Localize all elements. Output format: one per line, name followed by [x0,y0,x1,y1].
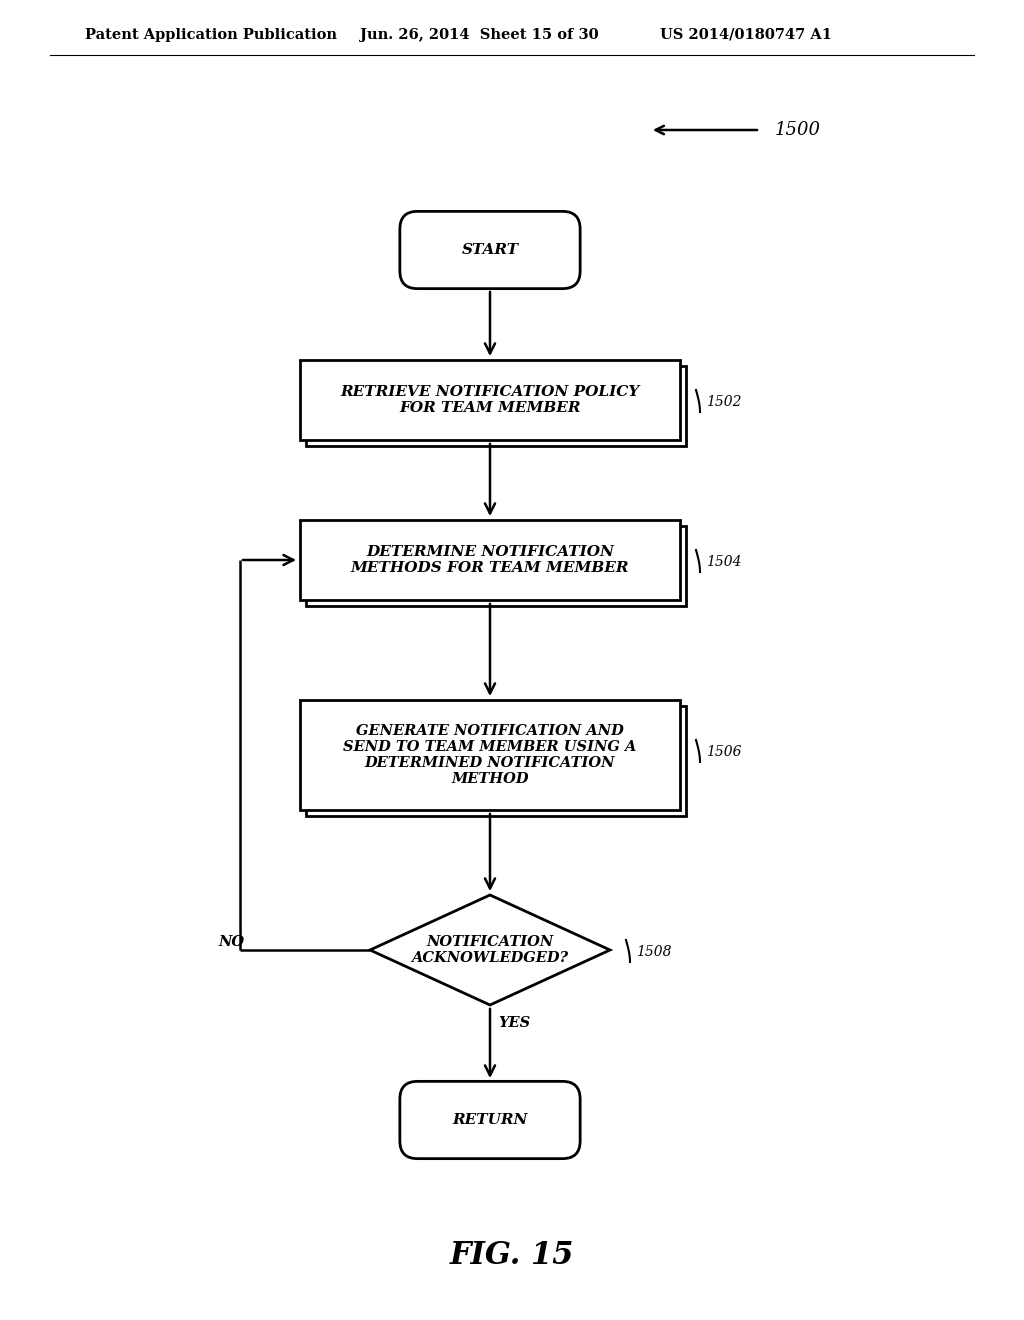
Bar [300,360,680,440]
Text: US 2014/0180747 A1: US 2014/0180747 A1 [660,28,831,42]
Bar [300,700,680,810]
Text: 1508: 1508 [636,945,672,960]
Bar [306,706,686,816]
Text: Jun. 26, 2014  Sheet 15 of 30: Jun. 26, 2014 Sheet 15 of 30 [360,28,599,42]
FancyBboxPatch shape [399,1081,581,1159]
Bar [306,525,686,606]
Text: DETERMINE NOTIFICATION
METHODS FOR TEAM MEMBER: DETERMINE NOTIFICATION METHODS FOR TEAM … [351,545,630,576]
Text: 1506: 1506 [706,744,741,759]
FancyBboxPatch shape [399,211,581,289]
Text: FIG. 15: FIG. 15 [450,1239,574,1270]
Text: 1500: 1500 [775,121,821,139]
Text: 1502: 1502 [706,395,741,409]
Text: NOTIFICATION
ACKNOWLEDGED?: NOTIFICATION ACKNOWLEDGED? [412,935,568,965]
Text: NO: NO [219,935,245,949]
Text: GENERATE NOTIFICATION AND
SEND TO TEAM MEMBER USING A
DETERMINED NOTIFICATION
ME: GENERATE NOTIFICATION AND SEND TO TEAM M… [343,723,637,787]
Text: YES: YES [498,1016,530,1030]
Text: 1504: 1504 [706,554,741,569]
Text: START: START [462,243,518,257]
Polygon shape [370,895,610,1005]
Bar [306,366,686,446]
Text: RETURN: RETURN [453,1113,527,1127]
Bar [300,520,680,601]
Text: RETRIEVE NOTIFICATION POLICY
FOR TEAM MEMBER: RETRIEVE NOTIFICATION POLICY FOR TEAM ME… [340,385,640,414]
Text: Patent Application Publication: Patent Application Publication [85,28,337,42]
